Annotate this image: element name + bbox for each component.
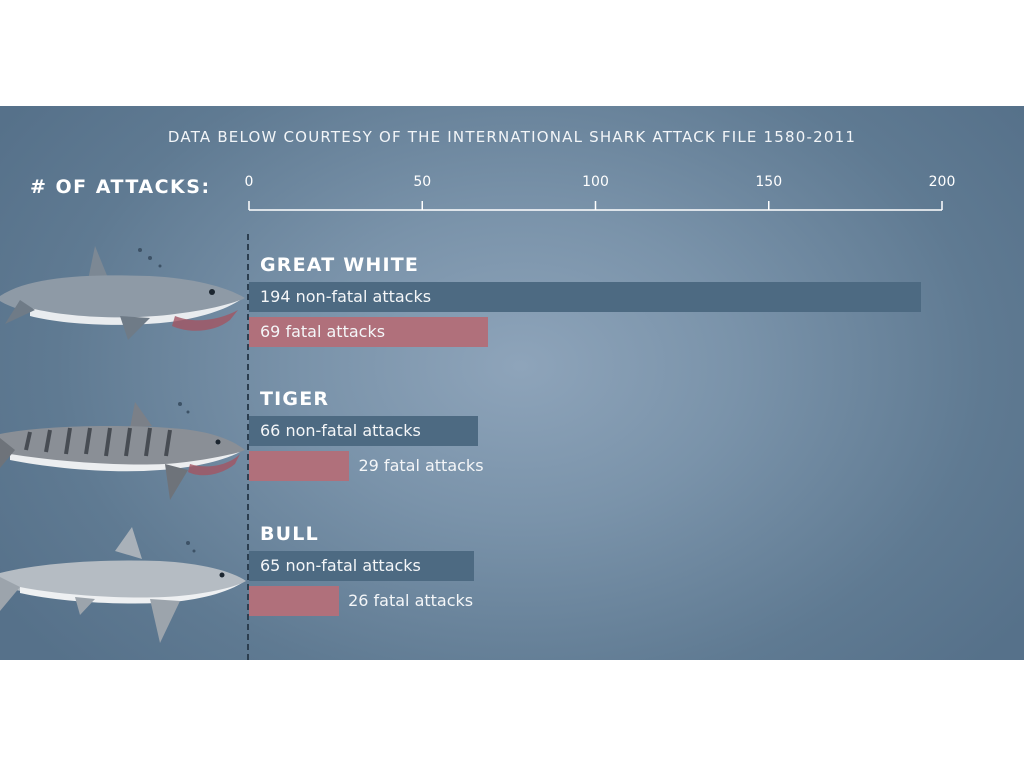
tiger-shark-icon — [0, 402, 245, 500]
x-axis — [248, 201, 943, 211]
bar-data-label: 66 non-fatal attacks — [260, 421, 421, 440]
category-label: GREAT WHITE — [260, 254, 420, 276]
bull-shark-icon — [0, 527, 246, 643]
bar-nonfatal — [249, 551, 475, 581]
category-label: BULL — [260, 523, 319, 545]
bar-fatal — [249, 317, 489, 347]
great-white-shark-icon — [0, 246, 245, 340]
chart-subtitle: DATA BELOW COURTESY OF THE INTERNATIONAL… — [167, 128, 857, 146]
x-axis-tick-label: 0 — [244, 174, 254, 190]
bar-data-label: 194 non-fatal attacks — [260, 287, 432, 306]
x-axis-tick-label: 150 — [755, 174, 783, 190]
x-axis-tick-label: 200 — [928, 174, 956, 190]
baseline-dashed-line — [247, 234, 249, 660]
x-axis-tick-label: 50 — [413, 174, 432, 190]
bar-nonfatal — [249, 416, 478, 446]
bar-fatal — [249, 451, 350, 481]
bar-fatal — [249, 586, 340, 616]
x-axis-label: # OF ATTACKS: — [30, 176, 211, 198]
bar-data-label: 65 non-fatal attacks — [260, 556, 421, 575]
bar-data-label: 26 fatal attacks — [348, 591, 474, 610]
x-axis-tick-label: 100 — [582, 174, 609, 190]
bar-data-label: 29 fatal attacks — [358, 456, 484, 475]
category-label: TIGER — [260, 388, 330, 410]
bar-nonfatal — [249, 282, 922, 312]
chart-panel: DATA BELOW COURTESY OF THE INTERNATIONAL… — [0, 106, 1024, 660]
bar-data-label: 69 fatal attacks — [260, 322, 386, 341]
